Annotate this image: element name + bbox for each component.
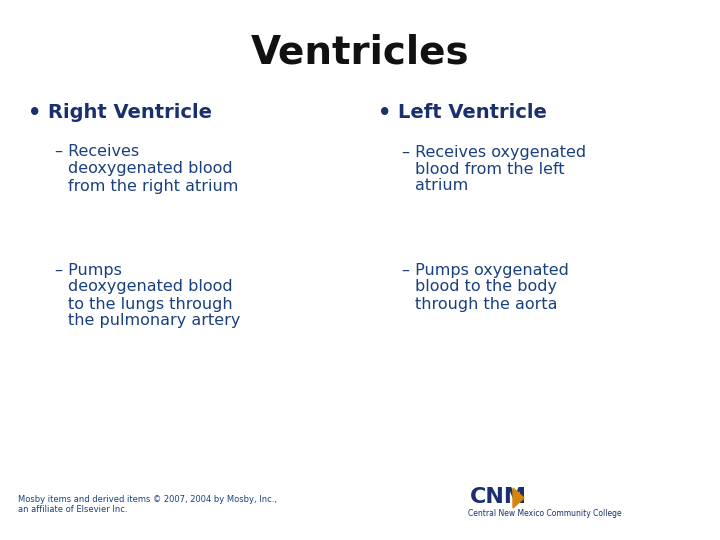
- Text: – Receives: – Receives: [55, 145, 139, 159]
- Text: •: •: [378, 103, 392, 123]
- Text: – Pumps: – Pumps: [55, 262, 122, 278]
- Text: deoxygenated blood: deoxygenated blood: [68, 280, 233, 294]
- Text: CNM: CNM: [470, 487, 527, 507]
- Text: – Pumps oxygenated: – Pumps oxygenated: [402, 262, 569, 278]
- Text: Central New Mexico Community College: Central New Mexico Community College: [468, 510, 621, 518]
- Text: from the right atrium: from the right atrium: [68, 179, 238, 193]
- Text: Ventricles: Ventricles: [251, 33, 469, 71]
- Text: Right Ventricle: Right Ventricle: [48, 104, 212, 123]
- Text: an affiliate of Elsevier Inc.: an affiliate of Elsevier Inc.: [18, 505, 127, 515]
- Text: the pulmonary artery: the pulmonary artery: [68, 314, 240, 328]
- Text: deoxygenated blood: deoxygenated blood: [68, 161, 233, 177]
- Text: blood from the left: blood from the left: [415, 161, 564, 177]
- Text: through the aorta: through the aorta: [415, 296, 557, 312]
- Text: Mosby items and derived items © 2007, 2004 by Mosby, Inc.,: Mosby items and derived items © 2007, 20…: [18, 496, 277, 504]
- Text: atrium: atrium: [415, 179, 468, 193]
- Text: to the lungs through: to the lungs through: [68, 296, 233, 312]
- Text: Left Ventricle: Left Ventricle: [398, 104, 547, 123]
- Text: •: •: [28, 103, 41, 123]
- Polygon shape: [513, 488, 524, 508]
- Text: blood to the body: blood to the body: [415, 280, 557, 294]
- Text: – Receives oxygenated: – Receives oxygenated: [402, 145, 586, 159]
